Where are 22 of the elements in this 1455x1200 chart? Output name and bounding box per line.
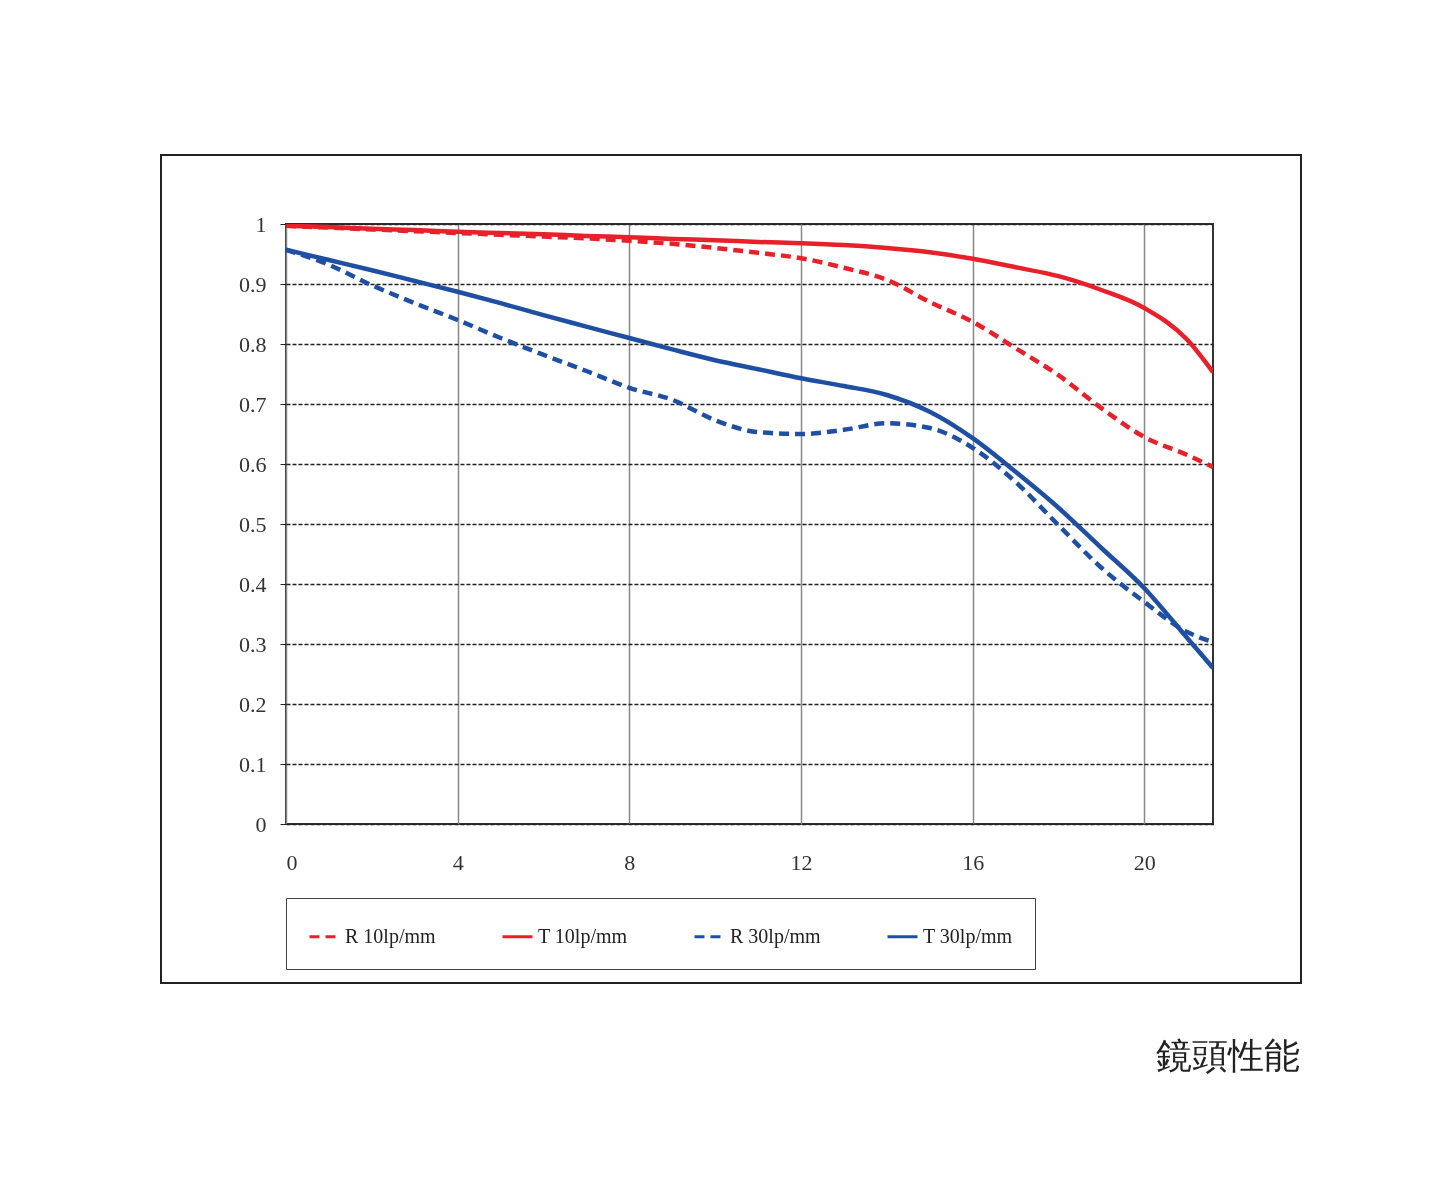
legend-label: T 10lp/mm — [538, 924, 628, 948]
y-tick-label: 0.4 — [239, 571, 267, 597]
y-tick-label: 0.5 — [239, 511, 267, 537]
y-tick-label: 0.9 — [239, 271, 267, 297]
y-tick-label: 0.1 — [239, 751, 267, 777]
y-tick-label: 0.7 — [239, 391, 267, 417]
text: 鏡頭性能 — [1156, 1034, 1300, 1078]
y-tick-label: 0 — [255, 811, 267, 837]
y-tick-label: 0.8 — [239, 331, 267, 357]
x-tick-label: 16 — [962, 849, 985, 875]
x-tick-label: 8 — [624, 849, 636, 875]
x-tick-label: 0 — [286, 849, 298, 875]
legend-label: T 30lp/mm — [923, 924, 1013, 948]
y-tick-label: 1 — [255, 211, 267, 237]
legend-label: R 10lp/mm — [345, 924, 437, 948]
x-tick-label: 12 — [790, 849, 813, 875]
y-tick-label: 0.6 — [239, 451, 267, 477]
x-tick-label: 20 — [1133, 849, 1156, 875]
legend-label: R 30lp/mm — [730, 924, 822, 948]
y-tick-label: 0.2 — [239, 691, 267, 717]
x-tick-label: 4 — [452, 849, 464, 875]
y-tick-label: 0.3 — [239, 631, 267, 657]
